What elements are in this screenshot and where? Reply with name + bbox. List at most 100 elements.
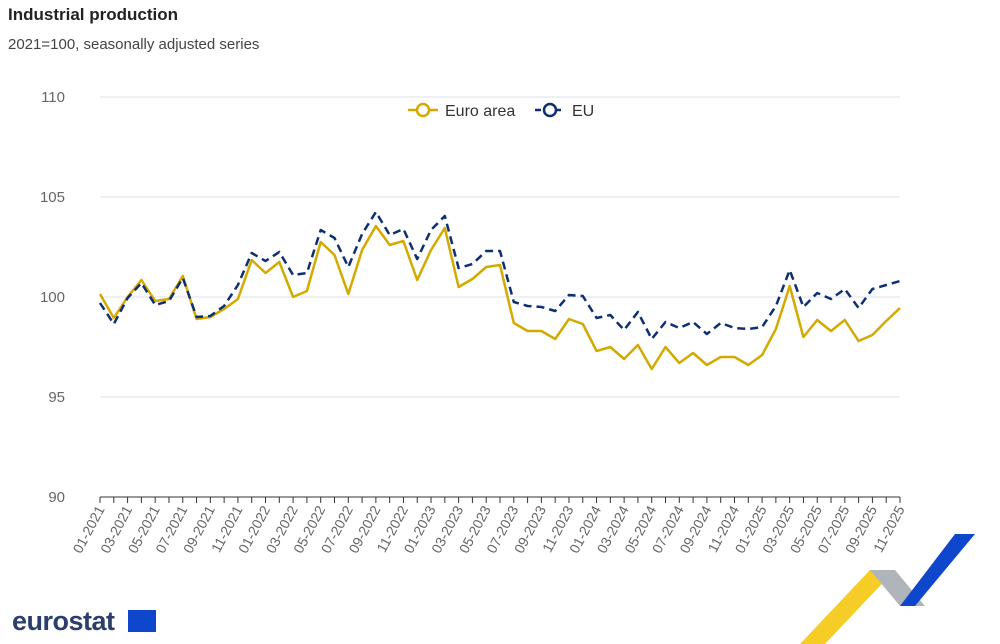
data-point[interactable] <box>855 304 863 312</box>
data-point[interactable] <box>441 212 449 220</box>
data-point[interactable] <box>620 355 628 363</box>
data-point[interactable] <box>262 269 270 277</box>
data-point[interactable] <box>744 361 752 369</box>
data-point[interactable] <box>524 302 532 310</box>
data-point[interactable] <box>537 327 545 335</box>
data-point[interactable] <box>565 291 573 299</box>
legend-item-euro-area[interactable]: Euro area <box>408 102 515 120</box>
data-point[interactable] <box>344 263 352 271</box>
data-point[interactable] <box>813 316 821 324</box>
data-point[interactable] <box>537 303 545 311</box>
data-point[interactable] <box>399 237 407 245</box>
series-line-euro-area[interactable] <box>98 224 901 371</box>
data-point[interactable] <box>399 225 407 233</box>
data-point[interactable] <box>110 320 118 328</box>
data-point[interactable] <box>206 312 214 320</box>
data-point[interactable] <box>524 327 532 335</box>
data-point[interactable] <box>730 324 738 332</box>
data-point[interactable] <box>855 337 863 345</box>
data-point[interactable] <box>151 301 159 309</box>
data-point[interactable] <box>662 343 670 351</box>
data-point[interactable] <box>96 299 104 307</box>
data-point[interactable] <box>786 266 794 274</box>
data-point[interactable] <box>248 249 256 257</box>
data-point[interactable] <box>510 319 518 327</box>
data-point[interactable] <box>551 307 559 315</box>
data-point[interactable] <box>289 293 297 301</box>
data-point[interactable] <box>689 318 697 326</box>
data-point[interactable] <box>358 230 366 238</box>
data-point[interactable] <box>703 361 711 369</box>
data-point[interactable] <box>565 315 573 323</box>
data-point[interactable] <box>593 347 601 355</box>
data-point[interactable] <box>648 335 656 343</box>
data-point[interactable] <box>772 302 780 310</box>
data-point[interactable] <box>717 353 725 361</box>
data-point[interactable] <box>606 343 614 351</box>
data-point[interactable] <box>841 285 849 293</box>
data-point[interactable] <box>593 314 601 322</box>
data-point[interactable] <box>675 359 683 367</box>
data-point[interactable] <box>896 304 904 312</box>
data-point[interactable] <box>179 274 187 282</box>
data-point[interactable] <box>634 341 642 349</box>
data-point[interactable] <box>703 330 711 338</box>
data-point[interactable] <box>427 226 435 234</box>
series-line-eu[interactable] <box>98 210 901 341</box>
data-point[interactable] <box>799 333 807 341</box>
data-point[interactable] <box>262 257 270 265</box>
data-point[interactable] <box>579 320 587 328</box>
data-point[interactable] <box>551 335 559 343</box>
data-point[interactable] <box>620 326 628 334</box>
data-point[interactable] <box>827 295 835 303</box>
data-point[interactable] <box>772 325 780 333</box>
data-point[interactable] <box>882 317 890 325</box>
data-point[interactable] <box>868 331 876 339</box>
data-point[interactable] <box>482 263 490 271</box>
data-point[interactable] <box>317 226 325 234</box>
data-point[interactable] <box>510 298 518 306</box>
data-point[interactable] <box>124 294 132 302</box>
data-point[interactable] <box>482 247 490 255</box>
data-point[interactable] <box>662 318 670 326</box>
data-point[interactable] <box>468 275 476 283</box>
data-point[interactable] <box>730 353 738 361</box>
data-point[interactable] <box>289 271 297 279</box>
data-point[interactable] <box>137 279 145 287</box>
data-point[interactable] <box>193 313 201 321</box>
data-point[interactable] <box>344 290 352 298</box>
data-point[interactable] <box>330 251 338 259</box>
data-point[interactable] <box>413 276 421 284</box>
data-point[interactable] <box>386 241 394 249</box>
data-point[interactable] <box>813 289 821 297</box>
data-point[interactable] <box>386 231 394 239</box>
data-point[interactable] <box>234 295 242 303</box>
data-point[interactable] <box>606 311 614 319</box>
data-point[interactable] <box>744 325 752 333</box>
data-point[interactable] <box>717 319 725 327</box>
data-point[interactable] <box>827 327 835 335</box>
data-point[interactable] <box>372 222 380 230</box>
data-point[interactable] <box>455 264 463 272</box>
data-point[interactable] <box>634 308 642 316</box>
data-point[interactable] <box>675 324 683 332</box>
data-point[interactable] <box>758 323 766 331</box>
data-point[interactable] <box>841 316 849 324</box>
legend-item-eu[interactable]: EU <box>535 102 594 120</box>
data-point[interactable] <box>234 281 242 289</box>
data-point[interactable] <box>786 282 794 290</box>
data-point[interactable] <box>303 269 311 277</box>
data-point[interactable] <box>96 290 104 298</box>
data-point[interactable] <box>330 234 338 242</box>
data-point[interactable] <box>689 349 697 357</box>
data-point[interactable] <box>275 258 283 266</box>
data-point[interactable] <box>648 365 656 373</box>
data-point[interactable] <box>896 277 904 285</box>
data-point[interactable] <box>799 303 807 311</box>
data-point[interactable] <box>165 297 173 305</box>
data-point[interactable] <box>372 208 380 216</box>
data-point[interactable] <box>758 351 766 359</box>
data-point[interactable] <box>882 281 890 289</box>
data-point[interactable] <box>303 287 311 295</box>
data-point[interactable] <box>220 302 228 310</box>
